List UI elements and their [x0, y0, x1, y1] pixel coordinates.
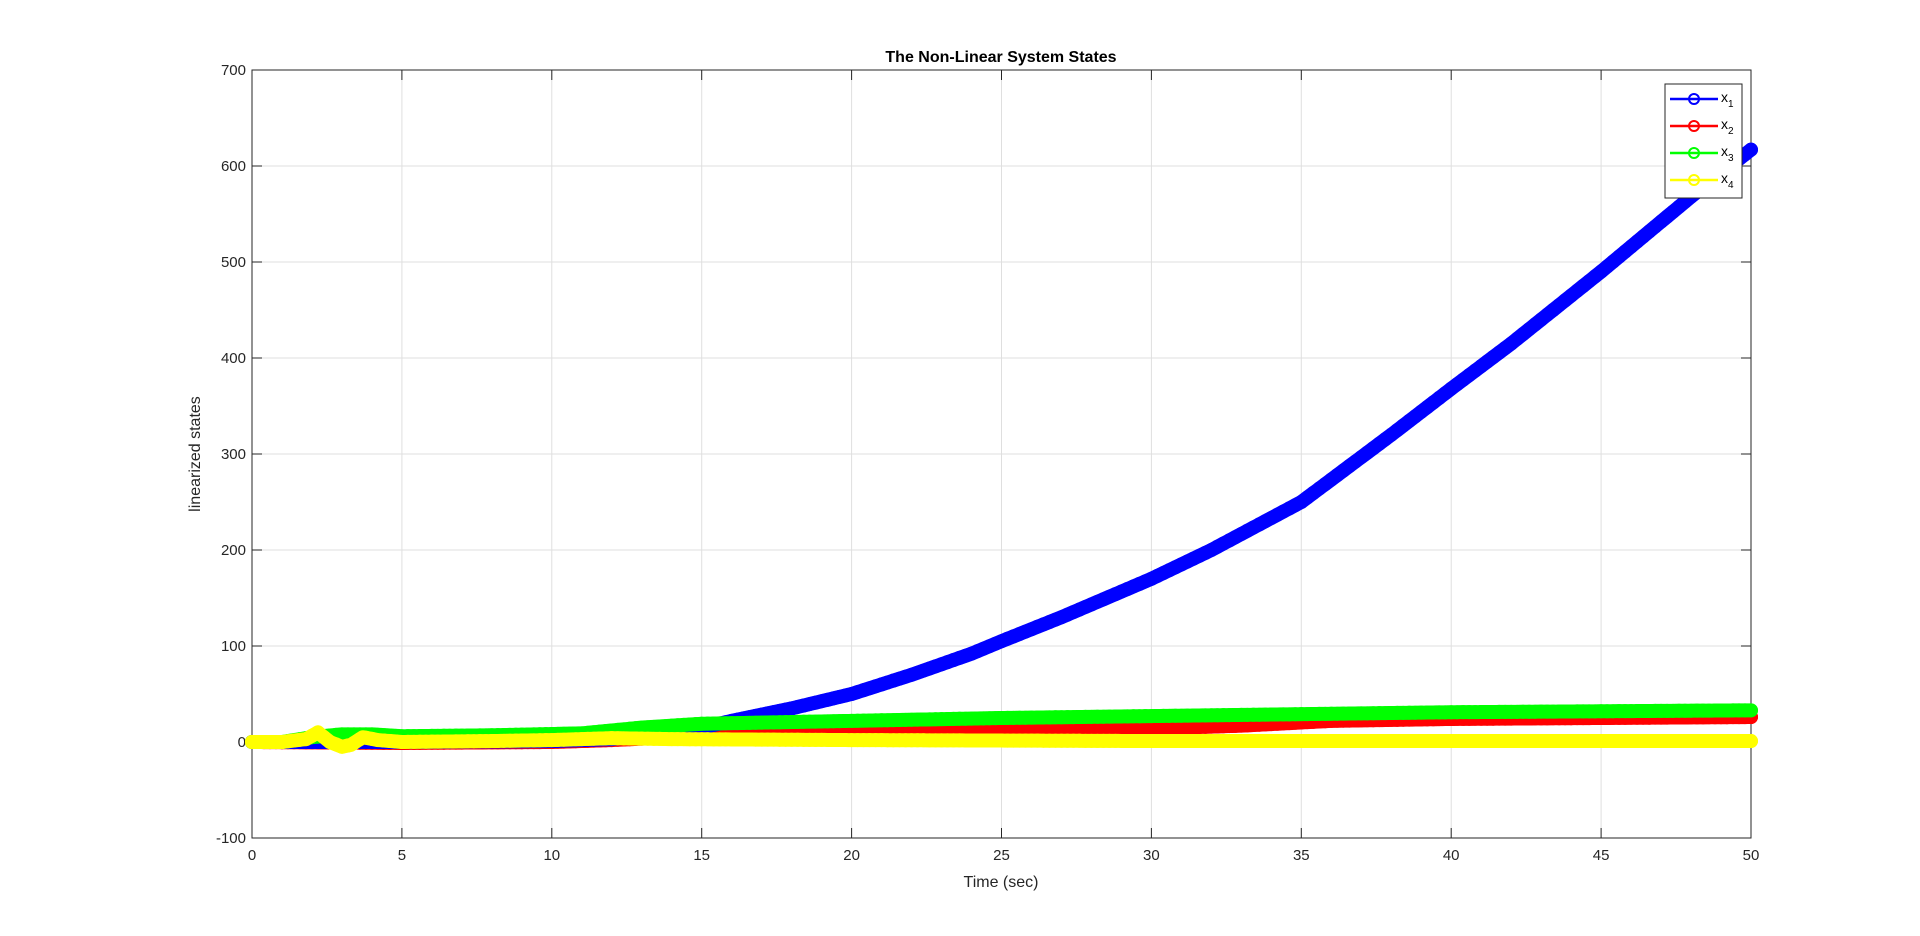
legend-label: x4 [1721, 170, 1734, 191]
y-tick-label: 700 [221, 62, 246, 79]
x-tick-label: 0 [248, 847, 256, 864]
y-tick-label: 0 [238, 734, 246, 751]
legend-label: x1 [1721, 89, 1734, 110]
y-tick-label: 300 [221, 446, 246, 463]
legend-item-x2: x2 [1670, 116, 1734, 137]
series-layer [245, 142, 1758, 754]
series-point-x1 [850, 685, 865, 700]
legend-label-sub: 2 [1728, 126, 1734, 137]
chart-title: The Non-Linear System States [885, 49, 1116, 66]
series-point-x1 [940, 655, 955, 670]
legend-label-base: x [1721, 143, 1728, 159]
series-point-x4 [334, 739, 349, 754]
x-tick-label: 10 [543, 847, 560, 864]
legend-label: x3 [1721, 143, 1734, 164]
series-point-x1 [862, 681, 877, 696]
series-point-x1 [874, 677, 889, 692]
x-tick-label: 20 [843, 847, 860, 864]
series-point-x4 [1744, 734, 1758, 749]
series-point-x1 [928, 659, 943, 674]
legend-label: x2 [1721, 116, 1734, 137]
legend-item-x1: x1 [1670, 89, 1734, 110]
x-tick-label: 40 [1443, 847, 1460, 864]
series-point-x1 [946, 653, 961, 668]
series-point-x1 [868, 679, 883, 694]
legend-label-sub: 1 [1728, 99, 1734, 110]
series-point-x4 [1738, 734, 1753, 749]
series-point-x3 [1738, 703, 1753, 718]
y-axis-label: linearized states [187, 396, 204, 512]
series-point-x1 [922, 661, 937, 676]
x-tick-label: 45 [1593, 847, 1610, 864]
y-tick-label: 100 [221, 638, 246, 655]
legend-marker [1688, 174, 1700, 186]
series-point-x1 [904, 667, 919, 682]
y-tick-label: 400 [221, 350, 246, 367]
legend-marker [1688, 120, 1700, 132]
series-point-x3 [1744, 703, 1758, 718]
series-point-x1 [916, 663, 931, 678]
series-point-x1 [844, 687, 859, 701]
x-tick-label: 25 [993, 847, 1010, 864]
x-tick-label: 35 [1293, 847, 1310, 864]
y-tick-label: -100 [216, 830, 246, 847]
series-point-x1 [856, 683, 871, 698]
series-point-x1 [1744, 142, 1758, 157]
legend-marker [1688, 147, 1700, 159]
series-point-x1 [934, 657, 949, 672]
series-point-x1 [910, 665, 925, 680]
legend-item-x3: x3 [1670, 143, 1734, 164]
y-tick-label: 500 [221, 254, 246, 271]
legend-label-base: x [1721, 116, 1728, 132]
legend-label-sub: 3 [1728, 153, 1734, 164]
series-point-x1 [952, 650, 967, 665]
y-tick-label: 200 [221, 542, 246, 559]
series-point-x1 [892, 671, 907, 686]
legend-item-x4: x4 [1670, 170, 1734, 191]
series-point-x1 [898, 669, 913, 684]
x-tick-label: 5 [398, 847, 406, 864]
legend-label-base: x [1721, 89, 1728, 105]
series-point-x1 [958, 648, 973, 663]
series-point-x1 [880, 675, 895, 690]
series-x4 [245, 725, 1758, 754]
y-tick-label: 600 [221, 158, 246, 175]
series-point-x4 [292, 732, 307, 747]
x-tick-label: 30 [1143, 847, 1160, 864]
legend-label-base: x [1721, 170, 1728, 186]
legend-label-sub: 4 [1728, 180, 1734, 191]
legend-marker [1688, 93, 1700, 105]
series-point-x1 [886, 673, 901, 688]
x-tick-label: 15 [693, 847, 710, 864]
x-axis-label: Time (sec) [964, 874, 1039, 891]
axes: 0 5 10 15 20 25 30 35 40 45 50-1000100200300400500… [216, 62, 1759, 864]
x-tick-label: 50 [1743, 847, 1760, 864]
